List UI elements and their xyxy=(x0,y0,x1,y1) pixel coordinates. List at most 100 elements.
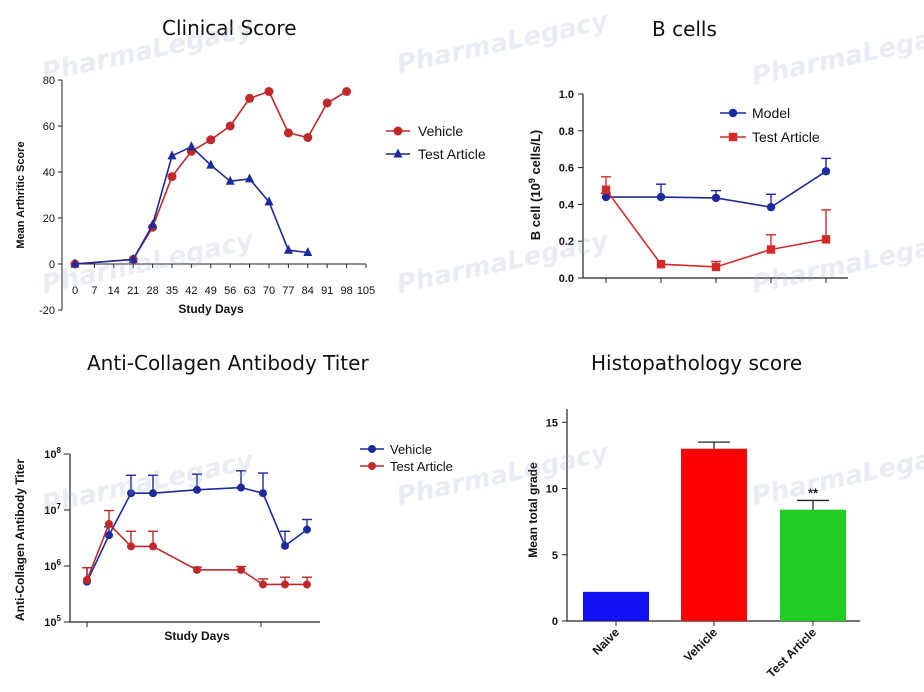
series-line-vehicle xyxy=(74,90,348,265)
test-article-point xyxy=(259,580,267,589)
vehicle-point xyxy=(127,489,135,498)
vehicle-point xyxy=(281,541,289,550)
test-article-point xyxy=(281,580,289,589)
y-tick-label: 107 xyxy=(44,502,61,517)
y-tick-label: 60 xyxy=(43,121,55,133)
y-tick-label: 10 xyxy=(546,484,558,496)
model-point xyxy=(656,192,666,202)
test-article-point xyxy=(186,141,196,151)
legend-marker xyxy=(393,126,403,136)
x-tick-label: Vehicle xyxy=(681,625,720,664)
y-tick-label: 108 xyxy=(44,446,61,461)
vehicle-point xyxy=(225,121,235,131)
x-tick-label: 84 xyxy=(302,285,314,297)
y-tick-label: 0.0 xyxy=(559,273,574,285)
model-point xyxy=(821,167,831,176)
test-article-point xyxy=(149,542,157,551)
y-tick-label: 40 xyxy=(43,167,55,179)
x-tick-label: Test Article xyxy=(764,625,819,680)
x-tick-label: 105 xyxy=(357,285,375,297)
bar-vehicle xyxy=(681,448,747,621)
b-cells-title: B cells xyxy=(652,17,717,41)
x-tick-label: 91 xyxy=(321,285,333,297)
x-axis-label: Study Days xyxy=(164,629,230,643)
x-tick-label: 35 xyxy=(166,285,178,297)
x-tick-label: 28 xyxy=(146,285,158,297)
series-line-test-article xyxy=(86,522,307,586)
vehicle-point xyxy=(167,172,177,182)
test-article-point xyxy=(193,565,201,574)
x-tick-label: 56 xyxy=(224,285,236,297)
test-article-point xyxy=(283,244,293,254)
vehicle-point xyxy=(237,483,245,492)
y-tick-label: 0.6 xyxy=(559,163,574,175)
y-tick-label: 15 xyxy=(546,417,558,429)
y-tick-label: 0.8 xyxy=(559,126,574,138)
x-tick-label: 63 xyxy=(243,285,255,297)
y-tick-label: 0.4 xyxy=(559,199,575,211)
x-tick-label: 98 xyxy=(340,285,352,297)
x-tick-label: Naive xyxy=(590,625,623,658)
y-axis-label: Anti-Collagen Antibody Titer xyxy=(13,459,27,621)
legend-label: Test Article xyxy=(752,129,820,145)
x-tick-label: 70 xyxy=(263,285,275,297)
x-tick-label: 77 xyxy=(282,285,294,297)
legend-marker xyxy=(368,445,376,453)
test-article-point xyxy=(303,247,313,256)
vehicle-point xyxy=(149,489,157,498)
model-point xyxy=(711,193,721,203)
legend-label: Vehicle xyxy=(390,442,432,457)
significance-annotation: ** xyxy=(808,485,819,500)
y-tick-label: 105 xyxy=(44,614,61,629)
y-tick-label: 0 xyxy=(49,259,55,271)
vehicle-point xyxy=(303,133,313,142)
bar-naive xyxy=(583,591,649,621)
vehicle-point xyxy=(193,485,201,494)
histopathology-title: Histopathology score xyxy=(591,351,803,375)
test-article-point xyxy=(225,175,235,185)
test-article-point xyxy=(656,260,666,269)
clinical-score-title: Clinical Score xyxy=(162,16,297,40)
x-tick-label: 42 xyxy=(185,285,197,297)
y-tick-label: -20 xyxy=(39,305,55,317)
y-tick-label: 80 xyxy=(43,75,55,87)
y-axis-label: Mean Arthritic Score xyxy=(15,141,27,248)
vehicle-point xyxy=(322,98,332,108)
vehicle-point xyxy=(342,87,352,96)
legend-label: Test Article xyxy=(390,459,453,474)
test-article-point xyxy=(70,258,80,268)
test-article-point xyxy=(766,245,776,254)
legend-label: Vehicle xyxy=(418,123,463,139)
test-article-point xyxy=(264,196,274,206)
test-article-point xyxy=(601,185,611,194)
vehicle-point xyxy=(206,135,216,145)
x-tick-label: 21 xyxy=(127,285,139,297)
test-article-point xyxy=(83,576,91,584)
test-article-point xyxy=(128,253,138,263)
y-tick-label: 106 xyxy=(44,558,61,573)
test-article-point xyxy=(167,150,177,160)
test-article-point xyxy=(711,262,721,272)
bar-test-article xyxy=(780,509,846,621)
x-tick-label: 7 xyxy=(91,285,97,297)
y-axis-label: B cell (109 cells/L) xyxy=(527,130,543,241)
test-article-point xyxy=(206,159,216,169)
antibody-titer-title: Anti-Collagen Antibody Titer xyxy=(87,351,369,375)
model-point xyxy=(766,202,776,212)
vehicle-point xyxy=(303,525,311,534)
test-article-point xyxy=(127,542,135,551)
y-tick-label: 0 xyxy=(552,616,558,628)
legend-marker xyxy=(368,462,376,470)
vehicle-point xyxy=(245,93,255,103)
test-article-point xyxy=(245,173,255,183)
legend-marker xyxy=(728,108,738,118)
y-tick-label: 0.2 xyxy=(559,236,574,248)
test-article-point xyxy=(105,520,113,528)
legend-label: Test Article xyxy=(418,146,486,162)
x-axis-label: Study Days xyxy=(178,302,244,316)
x-tick-label: 0 xyxy=(72,285,78,297)
x-tick-label: 14 xyxy=(108,285,120,297)
test-article-point xyxy=(821,235,831,244)
vehicle-point xyxy=(105,531,113,540)
